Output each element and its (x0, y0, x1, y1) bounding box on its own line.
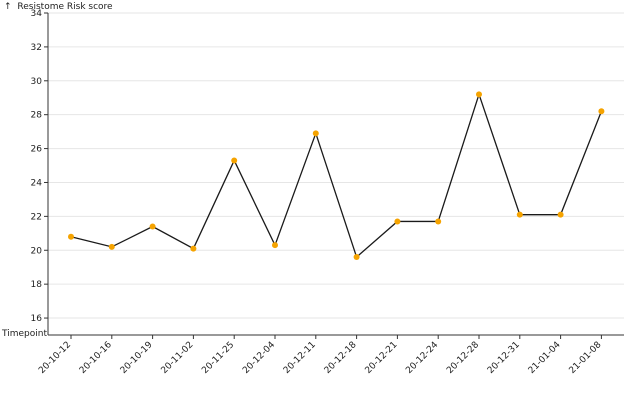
y-tick-label: 28 (31, 111, 43, 121)
x-tick-label: 20-12-28 (445, 340, 481, 376)
y-tick-label: 32 (31, 43, 42, 53)
y-tick-label: 26 (31, 145, 43, 155)
y-tick-label: 24 (31, 178, 43, 188)
data-point (312, 130, 319, 137)
x-tick-label: 20-12-18 (323, 340, 359, 376)
data-point (68, 233, 74, 240)
data-point (516, 211, 523, 218)
data-point (598, 108, 605, 115)
x-tick-label: 20-10-16 (78, 340, 114, 376)
data-point (149, 223, 156, 230)
data-point (435, 218, 442, 225)
x-tick-label: 20-12-31 (486, 340, 522, 376)
data-points (68, 91, 605, 261)
data-point (476, 91, 482, 98)
x-tick-label: 20-10-12 (37, 340, 73, 376)
data-point (231, 157, 238, 164)
series-line (70, 92, 603, 259)
data-point (272, 242, 278, 249)
y-axis-label: Resistome Risk score (17, 2, 113, 12)
gridlines (48, 12, 624, 319)
y-tick-label: 34 (31, 9, 43, 19)
y-axis-arrow: ↑ (4, 2, 12, 12)
x-tick-label: 20-10-19 (119, 340, 155, 376)
data-point (557, 211, 564, 218)
y-tick-label: 30 (31, 77, 43, 87)
data-point (394, 218, 401, 225)
data-point (108, 243, 115, 250)
x-tick-label: 20-12-04 (241, 340, 277, 376)
x-tick-label: 20-12-21 (364, 340, 400, 376)
x-tick-label: 21-01-04 (527, 340, 563, 376)
data-point (190, 245, 197, 252)
x-tick-label: 20-11-25 (200, 340, 236, 376)
y-tick-label: 18 (31, 280, 43, 290)
axes: ↑ Resistome Risk score Timepoint 16 18 20 2… (1, 2, 624, 376)
x-axis-title: Timepoint (1, 329, 47, 339)
series-line-layer (70, 92, 603, 259)
y-tick-label: 22 (31, 212, 42, 222)
data-point (353, 254, 360, 261)
x-tick-label: 20-12-24 (404, 340, 440, 376)
y-axis-title: ↑ Resistome Risk score (4, 2, 113, 12)
x-tick-label: 20-12-11 (282, 340, 318, 376)
x-tick-label: 20-11-02 (160, 340, 196, 376)
y-tick-label: 16 (31, 314, 43, 324)
y-tick-label: 20 (31, 246, 43, 256)
x-tick-label: 21-01-08 (568, 340, 604, 376)
